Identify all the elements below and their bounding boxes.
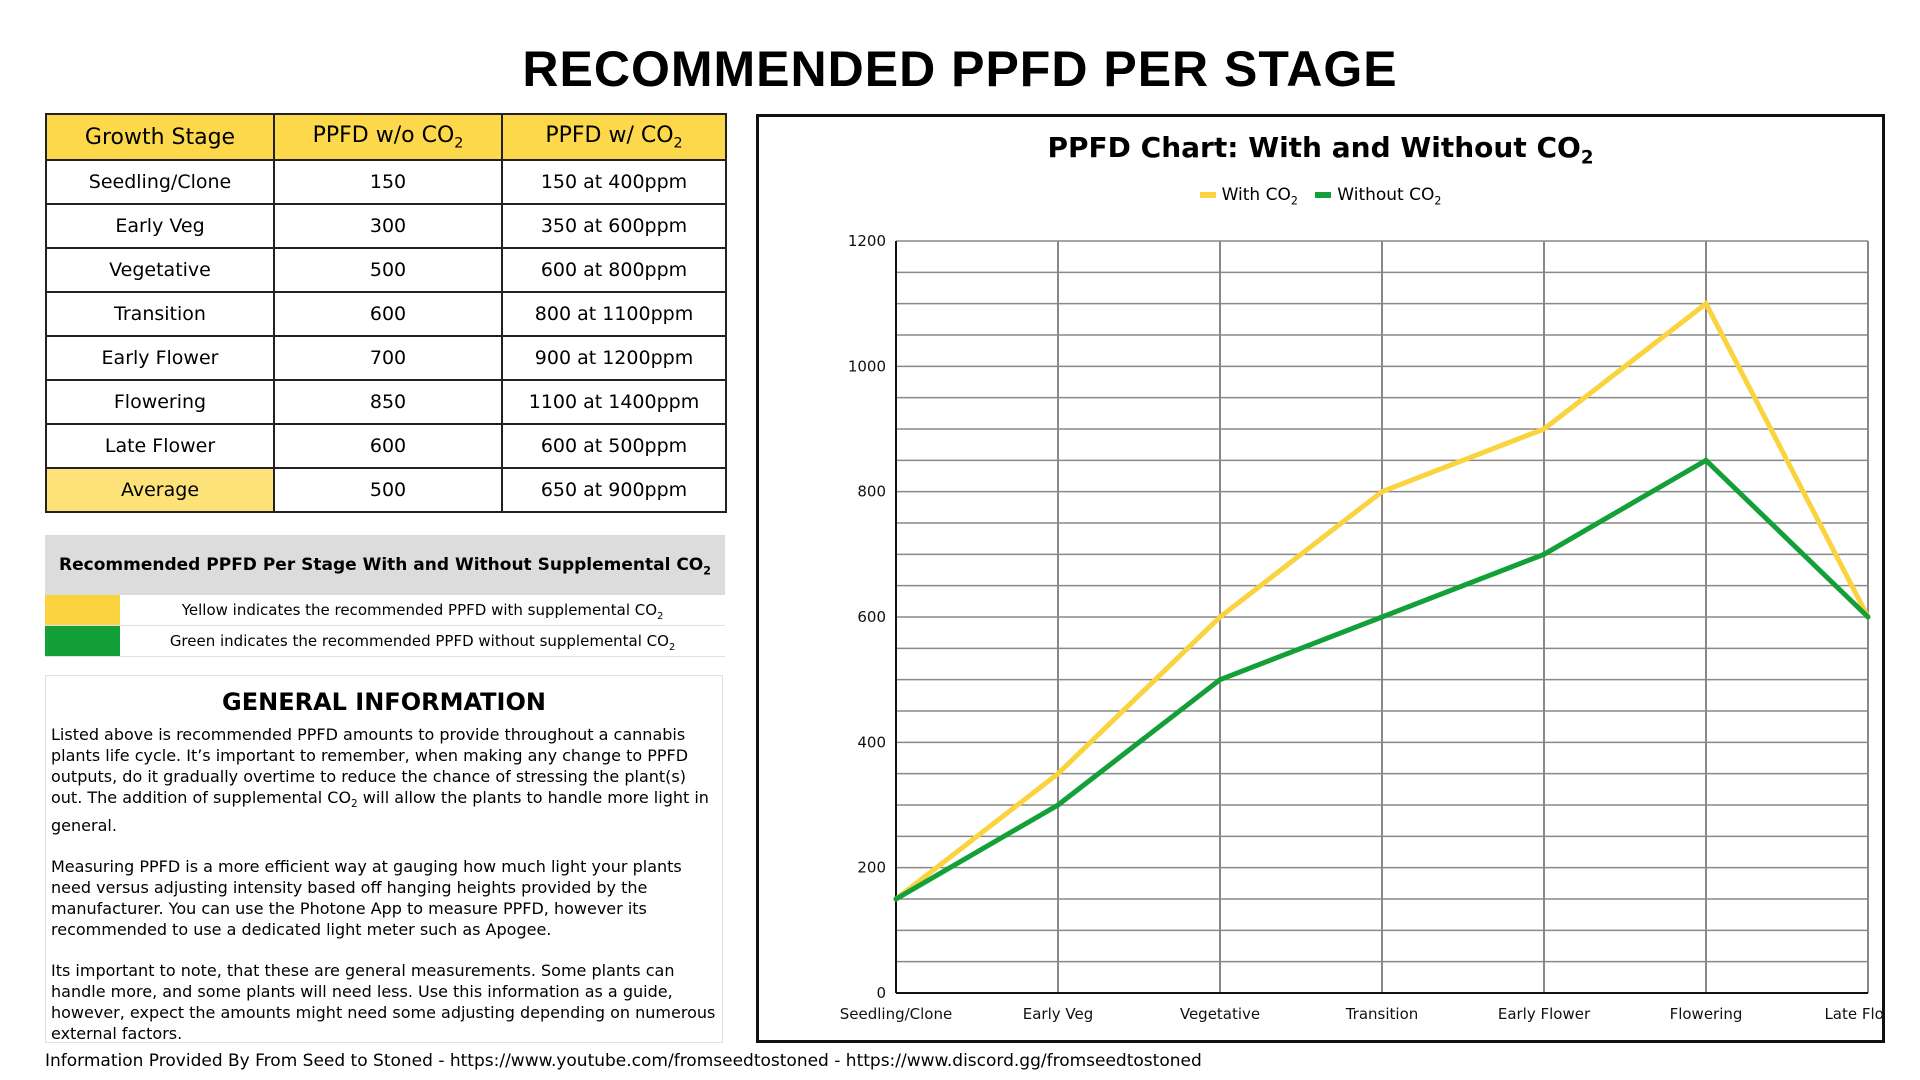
table-row: Late Flower 600 600 at 500ppm [45,423,727,469]
info-paragraph-3: Its important to note, that these are ge… [51,961,716,1044]
x-tick-label: Late Flower [1824,1005,1882,1023]
chart-legend: With CO2 Without CO2 [759,185,1882,207]
legend-header: Recommended PPFD Per Stage With and With… [45,535,725,595]
column-header-ppfd-without-co2: PPFD w/o CO2 [273,113,503,161]
footer-credits: Information Provided By From Seed to Sto… [45,1051,1202,1071]
data-point-without-co2 [1865,614,1871,620]
x-tick-label: Early Flower [1498,1005,1591,1023]
table-row: Early Flower 700 900 at 1200ppm [45,335,727,381]
table-cell: 800 at 1100ppm [501,291,727,337]
table-cell: 600 [273,291,503,337]
table-row: Vegetative 500 600 at 800ppm [45,247,727,293]
ppfd-chart: 0 200 400 600 800 1000 1200 Seedling/Clone Early… [756,114,1885,1043]
column-header-ppfd-with-co2: PPFD w/ CO2 [501,113,727,161]
y-tick-label: 0 [876,984,886,1002]
legend-yellow-text: Yellow indicates the recommended PPFD wi… [181,601,664,622]
x-tick-label: Vegetative [1180,1005,1260,1023]
y-tick-label: 200 [857,859,886,877]
color-legend-box: Recommended PPFD Per Stage With and With… [45,535,725,657]
table-cell: 1100 at 1400ppm [501,379,727,425]
data-point-without-co2 [1379,614,1385,620]
ppfd-table: Growth Stage PPFD w/o CO2 PPFD w/ CO2 Se… [45,113,727,513]
table-cell: 300 [273,203,503,249]
table-cell: Average [45,467,275,513]
table-cell: 600 [273,423,503,469]
chart-title: PPFD Chart: With and Without CO2 [1047,131,1594,169]
table-cell: Early Veg [45,203,275,249]
info-title: GENERAL INFORMATION [222,688,546,716]
table-row: Early Veg 300 350 at 600ppm [45,203,727,249]
data-point-without-co2 [1055,802,1061,808]
x-tick-label: Transition [1345,1005,1419,1023]
data-point-with-co2 [1055,771,1061,777]
table-row: Transition 600 800 at 1100ppm [45,291,727,337]
x-tick-label: Early Veg [1023,1005,1094,1023]
table-cell: Vegetative [45,247,275,293]
table-cell: Transition [45,291,275,337]
table-cell: Flowering [45,379,275,425]
data-point-with-co2 [1541,426,1547,432]
x-tick-label: Flowering [1670,1005,1743,1023]
table-cell: 350 at 600ppm [501,203,727,249]
table-header-row: Growth Stage PPFD w/o CO2 PPFD w/ CO2 [45,113,727,161]
legend-marker-with-co2 [1199,192,1216,198]
legend-row-yellow: Yellow indicates the recommended PPFD wi… [45,595,725,626]
table-cell: 500 [273,247,503,293]
data-point-without-co2 [893,896,899,902]
page-title: RECOMMENDED PPFD PER STAGE [522,41,1398,97]
table-row: Average 500 650 at 900ppm [45,467,727,513]
table-cell: 850 [273,379,503,425]
table-row: Flowering 850 1100 at 1400ppm [45,379,727,425]
table-cell: 700 [273,335,503,381]
general-information-box: GENERAL INFORMATION Listed above is reco… [45,675,723,1043]
green-swatch [45,626,120,656]
column-header-growth-stage: Growth Stage [45,113,275,161]
table-cell: 650 at 900ppm [501,467,727,513]
info-paragraph-1: Listed above is recommended PPFD amounts… [51,725,709,836]
table-cell: 500 [273,467,503,513]
table-cell: Seedling/Clone [45,159,275,205]
yellow-swatch [45,595,120,625]
data-point-with-co2 [1703,301,1709,307]
table-cell: 900 at 1200ppm [501,335,727,381]
data-point-without-co2 [1217,677,1223,683]
y-tick-label: 600 [857,608,886,626]
table-cell: 150 [273,159,503,205]
legend-marker-without-co2 [1315,192,1332,198]
legend-item-without-co2: Without CO2 [1315,185,1441,207]
legend-green-text: Green indicates the recommended PPFD wit… [169,632,676,653]
legend-item-with-co2: With CO2 [1199,185,1298,207]
table-cell: 150 at 400ppm [501,159,727,205]
legend-row-green: Green indicates the recommended PPFD wit… [45,626,725,657]
table-cell: 600 at 500ppm [501,423,727,469]
y-tick-label: 400 [857,733,886,751]
table-cell: Early Flower [45,335,275,381]
data-point-with-co2 [1217,614,1223,620]
data-point-with-co2 [1379,489,1385,495]
data-point-without-co2 [1703,457,1709,463]
info-paragraph-2: Measuring PPFD is a more efficient way a… [51,857,682,940]
chart-svg: 0 200 400 600 800 1000 1200 Seedling/Clone Early… [840,232,1882,1023]
y-tick-label: 1200 [848,232,886,250]
table-cell: 600 at 800ppm [501,247,727,293]
y-tick-label: 800 [857,483,886,501]
y-tick-label: 1000 [848,357,886,375]
table-cell: Late Flower [45,423,275,469]
table-row: Seedling/Clone 150 150 at 400ppm [45,159,727,205]
data-point-without-co2 [1541,551,1547,557]
x-tick-label: Seedling/Clone [840,1005,952,1023]
